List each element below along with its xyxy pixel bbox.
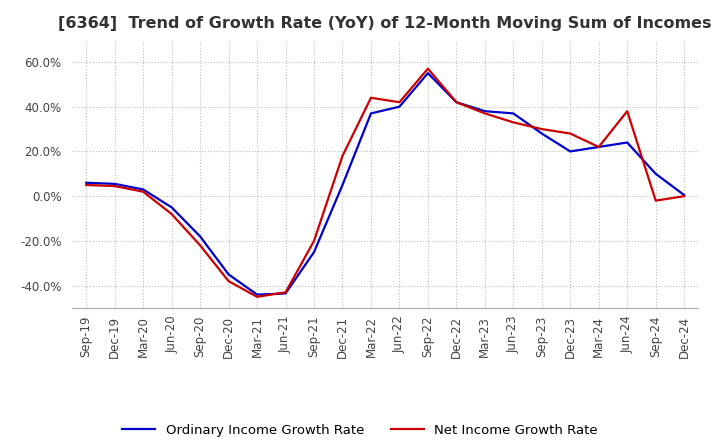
Ordinary Income Growth Rate xyxy=(338,182,347,187)
Net Income Growth Rate xyxy=(395,99,404,105)
Net Income Growth Rate xyxy=(282,290,290,295)
Ordinary Income Growth Rate xyxy=(110,181,119,187)
Net Income Growth Rate xyxy=(196,243,204,248)
Net Income Growth Rate xyxy=(452,99,461,105)
Net Income Growth Rate xyxy=(423,66,432,71)
Net Income Growth Rate xyxy=(366,95,375,100)
Ordinary Income Growth Rate xyxy=(282,291,290,296)
Ordinary Income Growth Rate xyxy=(82,180,91,185)
Line: Net Income Growth Rate: Net Income Growth Rate xyxy=(86,69,684,297)
Net Income Growth Rate xyxy=(225,279,233,284)
Ordinary Income Growth Rate xyxy=(196,234,204,239)
Ordinary Income Growth Rate xyxy=(509,111,518,116)
Net Income Growth Rate xyxy=(338,153,347,158)
Ordinary Income Growth Rate xyxy=(139,187,148,192)
Ordinary Income Growth Rate xyxy=(652,171,660,176)
Title: [6364]  Trend of Growth Rate (YoY) of 12-Month Moving Sum of Incomes: [6364] Trend of Growth Rate (YoY) of 12-… xyxy=(58,16,712,32)
Ordinary Income Growth Rate xyxy=(566,149,575,154)
Net Income Growth Rate xyxy=(680,194,688,199)
Ordinary Income Growth Rate xyxy=(225,272,233,277)
Line: Ordinary Income Growth Rate: Ordinary Income Growth Rate xyxy=(86,73,684,295)
Ordinary Income Growth Rate xyxy=(167,205,176,210)
Net Income Growth Rate xyxy=(566,131,575,136)
Net Income Growth Rate xyxy=(652,198,660,203)
Net Income Growth Rate xyxy=(82,182,91,187)
Ordinary Income Growth Rate xyxy=(366,111,375,116)
Ordinary Income Growth Rate xyxy=(595,144,603,150)
Legend: Ordinary Income Growth Rate, Net Income Growth Rate: Ordinary Income Growth Rate, Net Income … xyxy=(117,418,603,440)
Ordinary Income Growth Rate xyxy=(452,99,461,105)
Ordinary Income Growth Rate xyxy=(480,109,489,114)
Net Income Growth Rate xyxy=(167,211,176,216)
Ordinary Income Growth Rate xyxy=(537,131,546,136)
Ordinary Income Growth Rate xyxy=(395,104,404,109)
Net Income Growth Rate xyxy=(110,183,119,189)
Ordinary Income Growth Rate xyxy=(623,140,631,145)
Ordinary Income Growth Rate xyxy=(253,292,261,297)
Net Income Growth Rate xyxy=(509,120,518,125)
Net Income Growth Rate xyxy=(537,126,546,132)
Net Income Growth Rate xyxy=(623,109,631,114)
Net Income Growth Rate xyxy=(253,294,261,300)
Net Income Growth Rate xyxy=(139,189,148,194)
Ordinary Income Growth Rate xyxy=(423,70,432,76)
Net Income Growth Rate xyxy=(480,111,489,116)
Ordinary Income Growth Rate xyxy=(310,249,318,255)
Ordinary Income Growth Rate xyxy=(680,192,688,198)
Net Income Growth Rate xyxy=(310,238,318,244)
Net Income Growth Rate xyxy=(595,144,603,150)
